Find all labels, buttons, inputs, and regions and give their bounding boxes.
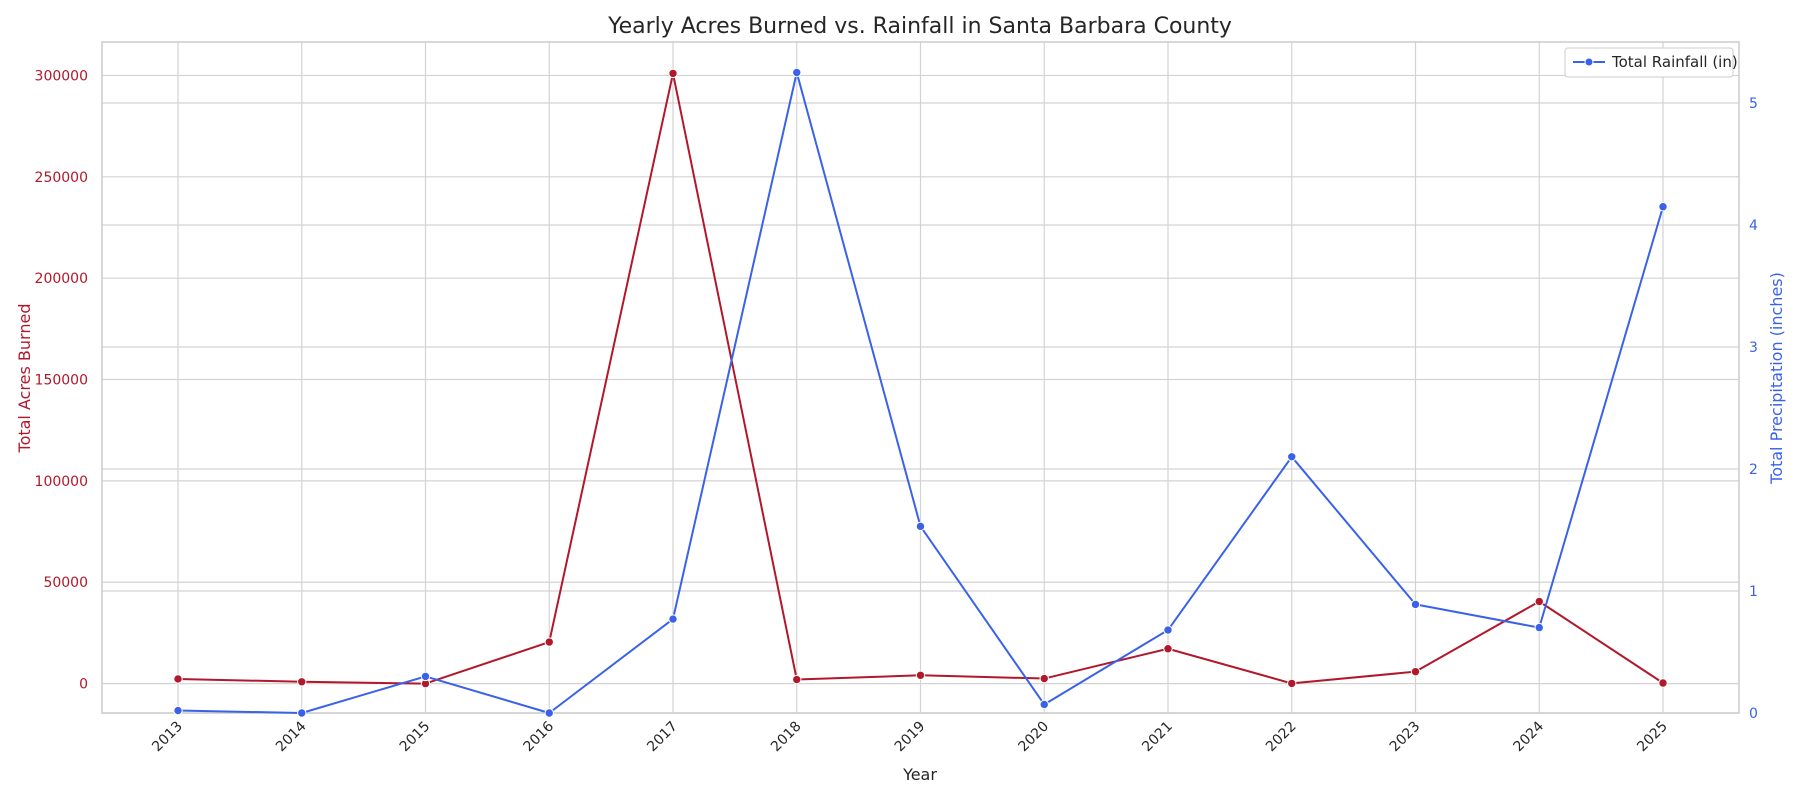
rainfall-point [1039,699,1049,710]
acres-burned-point [297,677,307,687]
rainfall-point [173,705,183,716]
left-axis-label: Total Acres Burned [15,304,34,454]
x-axis-label: Year [902,765,937,784]
rainfall-point [544,708,554,718]
right-y-tick-label: 0 [1749,706,1758,722]
left-y-tick-label: 250000 [35,170,88,186]
legend-entry-rainfall: Total Rainfall (in) [1611,53,1738,71]
acres-burned-point [1534,596,1544,607]
right-y-tick-label: 3 [1749,340,1758,356]
acres-burned-point [1287,678,1297,689]
left-y-tick-label: 0 [79,677,88,693]
legend-swatch-marker [1584,57,1594,67]
right-y-tick-label: 1 [1749,584,1758,600]
left-y-tick-label: 150000 [35,373,88,389]
chart-title: Yearly Acres Burned vs. Rainfall in Sant… [607,14,1232,39]
right-y-tick-label: 4 [1749,218,1758,234]
right-y-tick-label: 5 [1749,96,1758,112]
rainfall-point [1534,622,1544,633]
right-axis-label: Total Precipitation (inches) [1767,272,1786,485]
acres-burned-point [1658,678,1668,688]
acres-burned-point [173,674,183,684]
right-y-tick-label: 2 [1749,462,1758,478]
acres-burned-point [544,637,554,647]
acres-burned-point [915,670,926,680]
rainfall-point [668,614,678,624]
acres-burned-point [1039,673,1049,684]
acres-burned-point [1410,666,1421,677]
acres-burned-point [792,674,802,685]
plot-frame [101,41,1740,714]
acres-burned-point [1163,644,1173,654]
grid-layer [102,42,1739,714]
rainfall-point [297,708,307,718]
series-layer [173,67,1668,718]
left-y-tick-label: 200000 [35,271,88,287]
rainfall-point [1410,599,1421,610]
rainfall-point [792,67,802,78]
left-y-tick-label: 50000 [43,575,88,591]
rainfall-point [1287,452,1297,462]
left-y-tick-label: 300000 [35,68,88,84]
acres-burned-point [668,68,678,79]
rainfall-point [1163,625,1173,635]
legend-box [1564,47,1734,78]
rainfall-point [420,671,431,682]
rainfall-point [915,521,926,532]
rainfall-point [1658,202,1668,212]
left-y-tick-label: 100000 [35,474,88,490]
legend: Total Rainfall (in) [1564,47,1738,78]
